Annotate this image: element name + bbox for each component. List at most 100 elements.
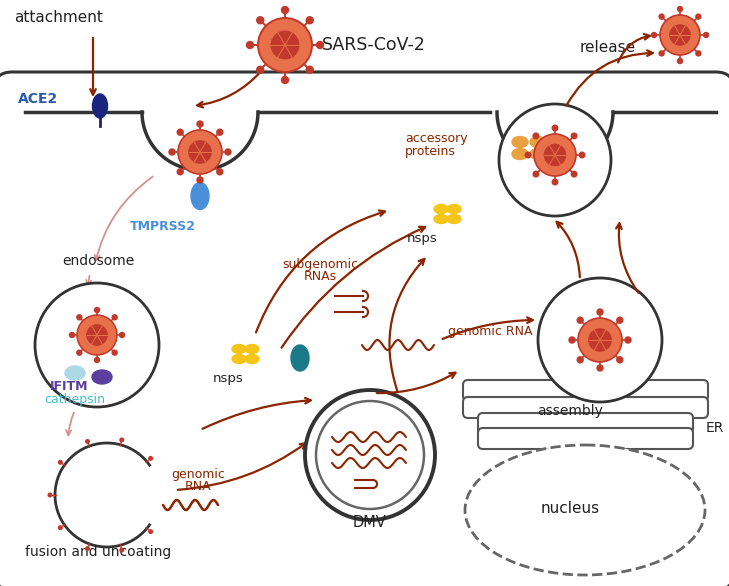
- Ellipse shape: [512, 148, 528, 159]
- Text: nsps: nsps: [407, 232, 437, 245]
- Circle shape: [95, 357, 99, 363]
- Text: subgenomic: subgenomic: [282, 258, 358, 271]
- Circle shape: [258, 18, 312, 72]
- Circle shape: [58, 525, 63, 530]
- Circle shape: [572, 171, 577, 177]
- Circle shape: [316, 42, 324, 49]
- Circle shape: [696, 51, 701, 56]
- Circle shape: [95, 308, 99, 312]
- Circle shape: [85, 439, 90, 444]
- Text: DMV: DMV: [353, 515, 387, 530]
- Circle shape: [659, 14, 664, 19]
- Circle shape: [578, 318, 622, 362]
- Ellipse shape: [245, 345, 259, 353]
- Text: RNAs: RNAs: [303, 270, 337, 283]
- Ellipse shape: [465, 445, 705, 575]
- Text: RNA: RNA: [184, 480, 211, 493]
- Text: attachment: attachment: [14, 10, 103, 25]
- Ellipse shape: [245, 355, 259, 363]
- Circle shape: [306, 66, 313, 73]
- Circle shape: [120, 547, 124, 553]
- FancyBboxPatch shape: [478, 428, 693, 449]
- Text: ACE2: ACE2: [18, 92, 58, 106]
- Text: accessory: accessory: [405, 132, 467, 145]
- Circle shape: [35, 283, 159, 407]
- Ellipse shape: [93, 94, 107, 118]
- Circle shape: [552, 179, 558, 185]
- Circle shape: [499, 104, 611, 216]
- Circle shape: [271, 31, 299, 59]
- Ellipse shape: [232, 345, 246, 353]
- Circle shape: [177, 169, 183, 175]
- FancyBboxPatch shape: [463, 397, 708, 418]
- Circle shape: [120, 332, 125, 338]
- Circle shape: [169, 149, 175, 155]
- Circle shape: [85, 546, 90, 551]
- Text: assembly: assembly: [537, 404, 603, 418]
- Circle shape: [246, 42, 254, 49]
- Ellipse shape: [530, 137, 546, 148]
- Circle shape: [148, 456, 153, 461]
- Ellipse shape: [191, 182, 209, 210]
- Circle shape: [659, 51, 664, 56]
- Circle shape: [189, 141, 211, 163]
- FancyBboxPatch shape: [463, 380, 708, 401]
- Circle shape: [197, 177, 203, 183]
- Circle shape: [569, 337, 575, 343]
- Circle shape: [625, 337, 631, 343]
- Text: TMPRSS2: TMPRSS2: [130, 220, 196, 233]
- FancyBboxPatch shape: [0, 72, 729, 586]
- Circle shape: [534, 134, 576, 176]
- Ellipse shape: [530, 148, 546, 159]
- Ellipse shape: [434, 205, 448, 213]
- Text: cathepsin: cathepsin: [44, 393, 105, 406]
- Circle shape: [588, 329, 612, 352]
- Text: IFITM: IFITM: [50, 380, 88, 393]
- Ellipse shape: [92, 370, 112, 384]
- Circle shape: [525, 152, 531, 158]
- Circle shape: [225, 149, 231, 155]
- Circle shape: [178, 130, 222, 174]
- Ellipse shape: [447, 205, 461, 213]
- Ellipse shape: [291, 345, 309, 371]
- Ellipse shape: [434, 214, 448, 223]
- Circle shape: [597, 365, 603, 371]
- Text: fusion and uncoating: fusion and uncoating: [25, 545, 171, 559]
- Circle shape: [77, 315, 82, 320]
- Circle shape: [670, 25, 690, 45]
- Circle shape: [112, 350, 117, 355]
- Circle shape: [572, 133, 577, 139]
- Circle shape: [281, 77, 289, 83]
- Circle shape: [703, 32, 709, 38]
- Text: genomic: genomic: [171, 468, 225, 481]
- Circle shape: [617, 317, 623, 323]
- Text: nsps: nsps: [213, 372, 243, 385]
- Circle shape: [77, 350, 82, 355]
- Circle shape: [696, 14, 701, 19]
- Circle shape: [87, 325, 107, 345]
- Circle shape: [533, 133, 539, 139]
- Text: genomic RNA: genomic RNA: [448, 325, 532, 338]
- Circle shape: [148, 529, 153, 534]
- Text: endosome: endosome: [62, 254, 134, 268]
- Circle shape: [533, 171, 539, 177]
- Circle shape: [257, 17, 264, 24]
- Circle shape: [281, 6, 289, 13]
- Circle shape: [597, 309, 603, 315]
- Ellipse shape: [447, 214, 461, 223]
- Circle shape: [544, 144, 566, 166]
- Text: nucleus: nucleus: [540, 501, 599, 516]
- Circle shape: [617, 357, 623, 363]
- Circle shape: [677, 6, 682, 12]
- Circle shape: [660, 15, 700, 55]
- Ellipse shape: [65, 366, 85, 380]
- Circle shape: [305, 390, 435, 520]
- Ellipse shape: [232, 355, 246, 363]
- Circle shape: [47, 492, 52, 498]
- Text: ER: ER: [706, 421, 725, 435]
- Circle shape: [217, 169, 223, 175]
- Circle shape: [112, 315, 117, 320]
- Circle shape: [316, 401, 424, 509]
- Circle shape: [538, 278, 662, 402]
- Text: release: release: [580, 40, 636, 55]
